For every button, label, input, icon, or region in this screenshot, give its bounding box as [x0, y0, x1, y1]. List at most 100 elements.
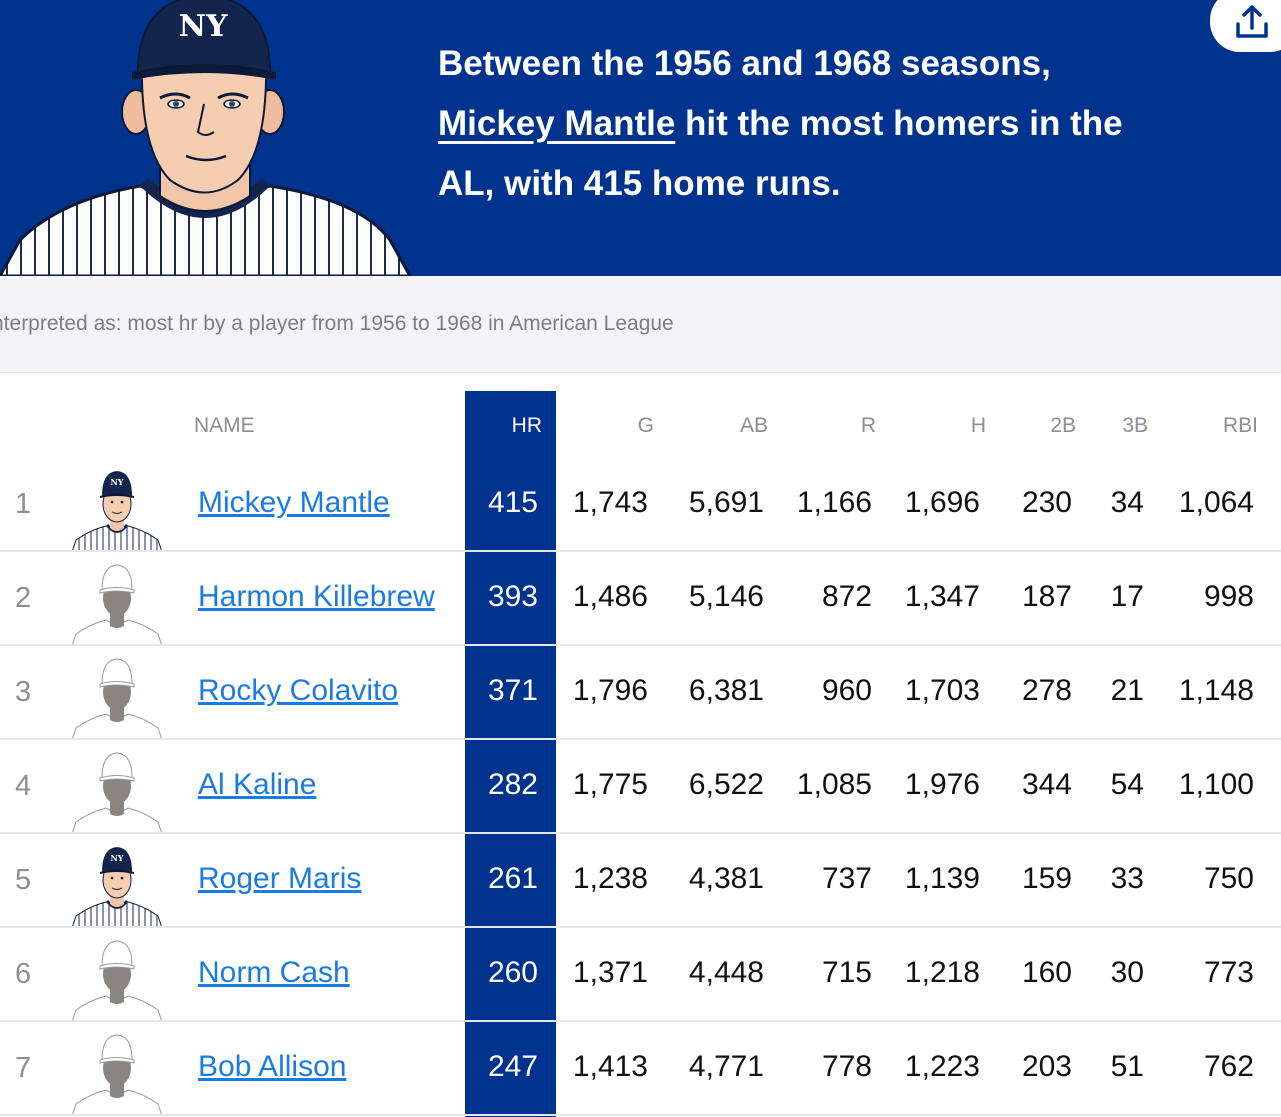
stat-3b: 21 — [1110, 674, 1144, 707]
stat-h: 1,696 — [904, 486, 980, 519]
table-row[interactable]: 7 Bob Allison 247 1,413 4,771 778 1,223 203 51 7… — [0, 1022, 1281, 1117]
header-2b[interactable]: 2B — [1050, 414, 1076, 437]
table-row[interactable]: 3 Rocky Colavito 371 1,796 6,381 960 1,703 278… — [0, 646, 1281, 741]
svg-text:NY: NY — [110, 477, 123, 487]
table-row[interactable]: 5 NY Roger Maris 261 1,238 4,381 737 1,139 159… — [0, 834, 1281, 929]
table-row[interactable]: 6 Norm Cash 260 1,371 4,448 715 1,218 160 30 773 — [0, 928, 1281, 1023]
stat-rbi: 762 — [1203, 1050, 1254, 1083]
stat-ab: 4,771 — [688, 1050, 764, 1083]
player-silhouette-icon[interactable] — [70, 560, 164, 647]
stat-2b: 159 — [1021, 862, 1072, 895]
hero-line-3: AL, with 415 home runs. — [438, 164, 841, 203]
stat-3b: 30 — [1110, 956, 1144, 989]
stat-hr: 415 — [487, 486, 538, 519]
table-row[interactable]: 4 Al Kaline 282 1,775 6,522 1,085 1,976 344 54 1… — [0, 740, 1281, 835]
player-silhouette-icon[interactable] — [70, 748, 164, 835]
hero-player-link[interactable]: Mickey Mantle — [438, 104, 676, 143]
stat-ab: 6,522 — [688, 768, 764, 801]
header-g[interactable]: G — [637, 414, 654, 437]
stat-hr: 393 — [487, 580, 538, 613]
player-name-link[interactable]: Rocky Colavito — [198, 674, 399, 707]
stat-g: 1,486 — [572, 580, 648, 613]
player-name-link[interactable]: Norm Cash — [198, 956, 350, 989]
stat-rbi: 750 — [1203, 862, 1254, 895]
hero-line-2-rest: hit the most homers in the — [675, 104, 1123, 143]
stat-2b: 203 — [1021, 1050, 1072, 1083]
stat-ab: 5,691 — [688, 486, 764, 519]
stat-rbi: 1,148 — [1178, 674, 1254, 707]
stat-hr: 247 — [487, 1050, 538, 1083]
stat-rbi: 998 — [1203, 580, 1254, 613]
stat-2b: 344 — [1021, 768, 1072, 801]
row-divider — [0, 550, 1281, 552]
stat-g: 1,775 — [572, 768, 648, 801]
header-r[interactable]: R — [860, 414, 876, 437]
stat-rbi: 1,100 — [1178, 768, 1254, 801]
stat-r: 737 — [821, 862, 872, 895]
player-silhouette-icon[interactable] — [70, 1030, 164, 1117]
player-silhouette-icon[interactable] — [70, 936, 164, 1023]
header-hr[interactable]: HR — [511, 414, 542, 437]
stat-2b: 278 — [1021, 674, 1072, 707]
stat-r: 715 — [821, 956, 872, 989]
hero-banner: NY Between the 1956 and 1968 seasons, Mi… — [0, 0, 1281, 276]
hero-summary: Between the 1956 and 1968 seasons, Micke… — [438, 34, 1238, 214]
stat-ab: 4,448 — [688, 956, 764, 989]
stat-hr: 261 — [487, 862, 538, 895]
header-3b[interactable]: 3B — [1122, 414, 1148, 437]
cap-logo: NY — [179, 9, 228, 44]
row-divider — [0, 738, 1281, 740]
header-name[interactable]: NAME — [194, 414, 255, 437]
stat-hr: 371 — [487, 674, 538, 707]
stat-h: 1,218 — [904, 956, 980, 989]
stat-3b: 54 — [1110, 768, 1144, 801]
table-row[interactable]: 1 NY Mickey Mantle 415 1,743 5,691 1,166 1,69… — [0, 458, 1281, 553]
row-rank: 5 — [15, 864, 32, 896]
header-h[interactable]: H — [970, 414, 986, 437]
stat-g: 1,371 — [572, 956, 648, 989]
row-divider — [0, 644, 1281, 646]
row-divider — [0, 926, 1281, 928]
stat-h: 1,703 — [904, 674, 980, 707]
header-rbi[interactable]: RBI — [1222, 414, 1258, 437]
player-name-link[interactable]: Bob Allison — [198, 1050, 347, 1083]
stat-3b: 34 — [1110, 486, 1144, 519]
player-illustration: NY — [0, 0, 412, 276]
share-button[interactable] — [1210, 0, 1281, 52]
player-headshot[interactable]: NY — [70, 842, 164, 929]
stat-h: 1,223 — [904, 1050, 980, 1083]
stat-hr: 260 — [487, 956, 538, 989]
row-divider — [0, 1114, 1281, 1116]
stat-r: 960 — [821, 674, 872, 707]
player-headshot[interactable]: NY — [70, 466, 164, 553]
stat-h: 1,139 — [904, 862, 980, 895]
hero-line-1: Between the 1956 and 1968 seasons, — [438, 44, 1051, 83]
header-ab[interactable]: AB — [739, 414, 768, 437]
player-name-link[interactable]: Roger Maris — [198, 862, 362, 895]
stat-2b: 187 — [1021, 580, 1072, 613]
row-divider — [0, 832, 1281, 834]
svg-text:NY: NY — [110, 853, 123, 863]
stat-h: 1,347 — [904, 580, 980, 613]
player-name-link[interactable]: Mickey Mantle — [198, 486, 390, 519]
stat-r: 872 — [821, 580, 872, 613]
stat-3b: 33 — [1110, 862, 1144, 895]
stat-r: 1,166 — [796, 486, 872, 519]
stat-ab: 4,381 — [688, 862, 764, 895]
stat-g: 1,413 — [572, 1050, 648, 1083]
hero-line-2: Mickey Mantle hit the most homers in the — [438, 94, 1238, 154]
player-silhouette-icon[interactable] — [70, 654, 164, 741]
stat-ab: 5,146 — [688, 580, 764, 613]
table-row[interactable]: 2 Harmon Killebrew 393 1,486 5,146 872 1,347 1… — [0, 552, 1281, 647]
stat-g: 1,743 — [572, 486, 648, 519]
row-rank: 7 — [15, 1052, 32, 1084]
row-rank: 3 — [15, 676, 32, 708]
stat-h: 1,976 — [904, 768, 980, 801]
player-name-link[interactable]: Al Kaline — [198, 768, 317, 801]
stat-hr: 282 — [487, 768, 538, 801]
player-name-link[interactable]: Harmon Killebrew — [198, 580, 435, 613]
stat-2b: 230 — [1021, 486, 1072, 519]
stat-r: 1,085 — [796, 768, 872, 801]
stat-g: 1,238 — [572, 862, 648, 895]
stat-g: 1,796 — [572, 674, 648, 707]
